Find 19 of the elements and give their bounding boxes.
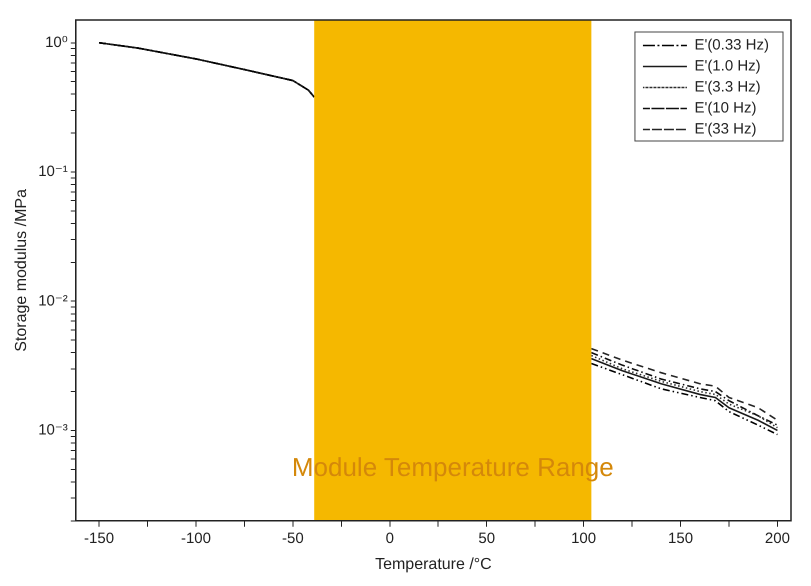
x-tick-label: 100 xyxy=(571,530,596,547)
x-tick-label: 50 xyxy=(478,530,496,547)
x-tick-label: -100 xyxy=(180,530,211,547)
x-tick-label: -50 xyxy=(282,530,304,547)
legend-label: E'(10 Hz) xyxy=(694,100,756,117)
legend-label: E'(1.0 Hz) xyxy=(694,58,761,75)
legend-label: E'(3.3 Hz) xyxy=(694,78,761,96)
y-tick-label: 10⁻² xyxy=(38,292,68,310)
x-tick-label: 200 xyxy=(764,530,790,547)
y-tick-label: 10⁻¹ xyxy=(38,163,68,180)
y-tick-label: 10⁻³ xyxy=(38,422,68,439)
y-tick-label: 10⁰ xyxy=(45,34,68,51)
x-axis-title: Temperature /°C xyxy=(375,556,492,573)
legend-label: E'(0.33 Hz) xyxy=(694,36,770,54)
legend-label: E'(33 Hz) xyxy=(694,120,756,138)
x-tick-label: 0 xyxy=(386,530,394,547)
y-axis-title: Storage modulus /MPa xyxy=(13,188,30,352)
x-tick-label: -150 xyxy=(84,530,114,547)
x-tick-label: 150 xyxy=(668,530,694,547)
